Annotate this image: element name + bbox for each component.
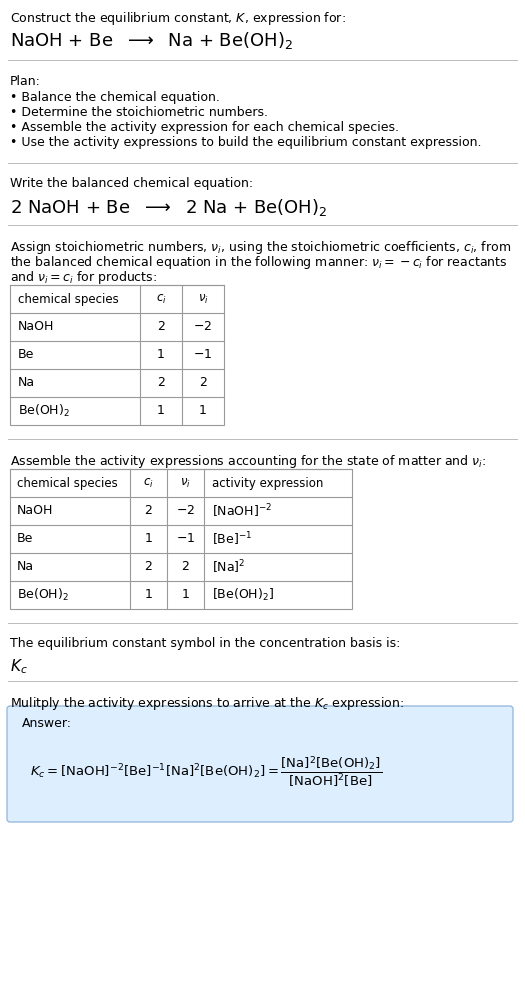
Text: • Balance the chemical equation.: • Balance the chemical equation. [10,91,220,104]
Text: the balanced chemical equation in the following manner: $\nu_i = -c_i$ for react: the balanced chemical equation in the fo… [10,254,508,271]
Text: 2: 2 [144,560,152,574]
Text: and $\nu_i = c_i$ for products:: and $\nu_i = c_i$ for products: [10,269,157,286]
Text: Be: Be [17,532,34,546]
Text: 2 NaOH + Be  $\longrightarrow$  2 Na + Be(OH)$_2$: 2 NaOH + Be $\longrightarrow$ 2 Na + Be(… [10,197,327,218]
Text: 2: 2 [182,560,190,574]
Text: 2: 2 [157,320,165,334]
Text: 2: 2 [144,504,152,518]
Text: 1: 1 [182,588,190,601]
Text: chemical species: chemical species [18,292,119,306]
Text: $-1$: $-1$ [176,532,195,546]
Text: Construct the equilibrium constant, $K$, expression for:: Construct the equilibrium constant, $K$,… [10,10,346,27]
Text: Assemble the activity expressions accounting for the state of matter and $\nu_i$: Assemble the activity expressions accoun… [10,453,486,470]
Text: NaOH: NaOH [17,504,54,518]
Text: [Na]$^2$: [Na]$^2$ [212,558,246,576]
Text: $-2$: $-2$ [176,504,195,518]
Text: Answer:: Answer: [22,717,72,730]
Text: chemical species: chemical species [17,477,118,489]
Text: Na: Na [18,376,35,389]
Text: Be: Be [18,349,34,361]
Text: $c_i$: $c_i$ [143,476,154,490]
Text: 2: 2 [157,376,165,389]
FancyBboxPatch shape [7,706,513,822]
Text: activity expression: activity expression [212,477,323,489]
Text: Be(OH)$_2$: Be(OH)$_2$ [17,587,69,603]
Text: The equilibrium constant symbol in the concentration basis is:: The equilibrium constant symbol in the c… [10,637,401,650]
Text: Be(OH)$_2$: Be(OH)$_2$ [18,403,70,419]
Text: Write the balanced chemical equation:: Write the balanced chemical equation: [10,177,253,190]
Bar [10,285,224,425]
Text: 1: 1 [157,404,165,418]
Bar [10,469,352,609]
Text: Assign stoichiometric numbers, $\nu_i$, using the stoichiometric coefficients, $: Assign stoichiometric numbers, $\nu_i$, … [10,239,511,256]
Text: $-1$: $-1$ [193,349,213,361]
Text: NaOH + Be  $\longrightarrow$  Na + Be(OH)$_2$: NaOH + Be $\longrightarrow$ Na + Be(OH)$… [10,30,293,51]
Text: NaOH: NaOH [18,320,55,334]
Text: 1: 1 [199,404,207,418]
Text: $\nu_i$: $\nu_i$ [197,292,208,306]
Text: [Be]$^{-1}$: [Be]$^{-1}$ [212,530,252,548]
Text: $K_c = [\mathrm{NaOH}]^{-2}[\mathrm{Be}]^{-1}[\mathrm{Na}]^{2}[\mathrm{Be(OH)_2}: $K_c = [\mathrm{NaOH}]^{-2}[\mathrm{Be}]… [30,755,382,789]
Text: $c_i$: $c_i$ [155,292,166,306]
Text: 1: 1 [144,532,152,546]
Text: Mulitply the activity expressions to arrive at the $K_c$ expression:: Mulitply the activity expressions to arr… [10,695,404,712]
Text: $\nu_i$: $\nu_i$ [180,476,191,490]
Text: • Determine the stoichiometric numbers.: • Determine the stoichiometric numbers. [10,106,268,119]
Text: [NaOH]$^{-2}$: [NaOH]$^{-2}$ [212,502,272,520]
Text: 1: 1 [144,588,152,601]
Text: • Assemble the activity expression for each chemical species.: • Assemble the activity expression for e… [10,121,399,134]
Text: [Be(OH)$_2$]: [Be(OH)$_2$] [212,587,274,603]
Text: Plan:: Plan: [10,75,41,88]
Text: Na: Na [17,560,34,574]
Text: $-2$: $-2$ [193,320,213,334]
Text: • Use the activity expressions to build the equilibrium constant expression.: • Use the activity expressions to build … [10,136,481,149]
Text: $K_c$: $K_c$ [10,657,28,676]
Text: 1: 1 [157,349,165,361]
Text: 2: 2 [199,376,207,389]
